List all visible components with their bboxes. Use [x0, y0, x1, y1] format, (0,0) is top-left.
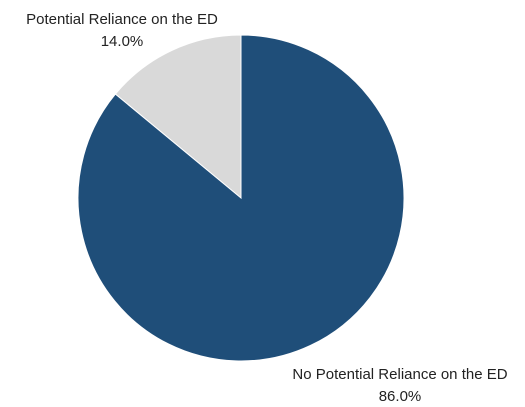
- pie-slice-no-potential-reliance: [77, 34, 405, 362]
- slice-value-potential-reliance: 14.0%: [101, 33, 144, 50]
- pie-slices: [77, 34, 405, 362]
- pie-slice-potential-reliance: [114, 34, 242, 200]
- slice-value-no-potential-reliance: 86.0%: [379, 388, 422, 405]
- slice-label-no-potential-reliance: No Potential Reliance on the ED: [292, 366, 507, 383]
- slice-label-potential-reliance: Potential Reliance on the ED: [26, 11, 218, 28]
